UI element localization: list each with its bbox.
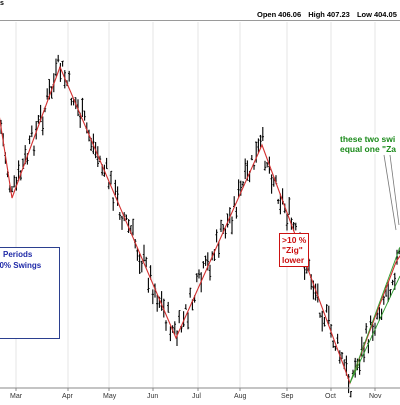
- zig-lower-annotation: >10 % "Zig" lower: [279, 233, 310, 267]
- low-value: 404.05: [373, 10, 397, 19]
- legend-line-1: Periods: [3, 250, 33, 259]
- x-axis: Mar Apr May Jun Jul Aug Sep Oct Nov: [0, 387, 400, 400]
- zigzag-lines: [0, 65, 400, 385]
- green-swing-line-2: [349, 275, 400, 384]
- x-tick-label-aug: Aug: [234, 393, 247, 400]
- x-tick-label-oct: Oct: [325, 393, 336, 400]
- legend-line-2: 10% Swings: [0, 261, 42, 270]
- low-label: Low: [356, 10, 372, 19]
- x-tick-label-may: May: [103, 393, 117, 400]
- open-value: 406.06: [278, 10, 302, 19]
- high-label: High: [308, 10, 325, 19]
- two-swings-annotation: these two swi equal one "Za: [340, 134, 396, 154]
- x-tick-label-sep: Sep: [281, 393, 294, 400]
- x-tick-label-nov: Nov: [369, 393, 382, 400]
- annotation-pointer-2: [389, 154, 400, 226]
- x-tick-label-apr: Apr: [62, 393, 74, 400]
- annotation-pointer-1: [383, 154, 397, 231]
- ticker-label: s: [0, 0, 4, 7]
- x-tick-label-jun: Jun: [147, 393, 158, 400]
- price-bars: [0, 54, 400, 398]
- high-value: 407.23: [326, 10, 350, 19]
- green-swing-line-1: [349, 246, 400, 384]
- zigzag-line: [0, 65, 400, 385]
- grid-lines: [15, 22, 376, 388]
- x-tick-label-jul: Jul: [192, 393, 201, 400]
- open-label: Open: [257, 10, 277, 19]
- x-tick-label-mar: Mar: [10, 393, 23, 400]
- legend-box: Periods 10% Swings: [0, 247, 60, 339]
